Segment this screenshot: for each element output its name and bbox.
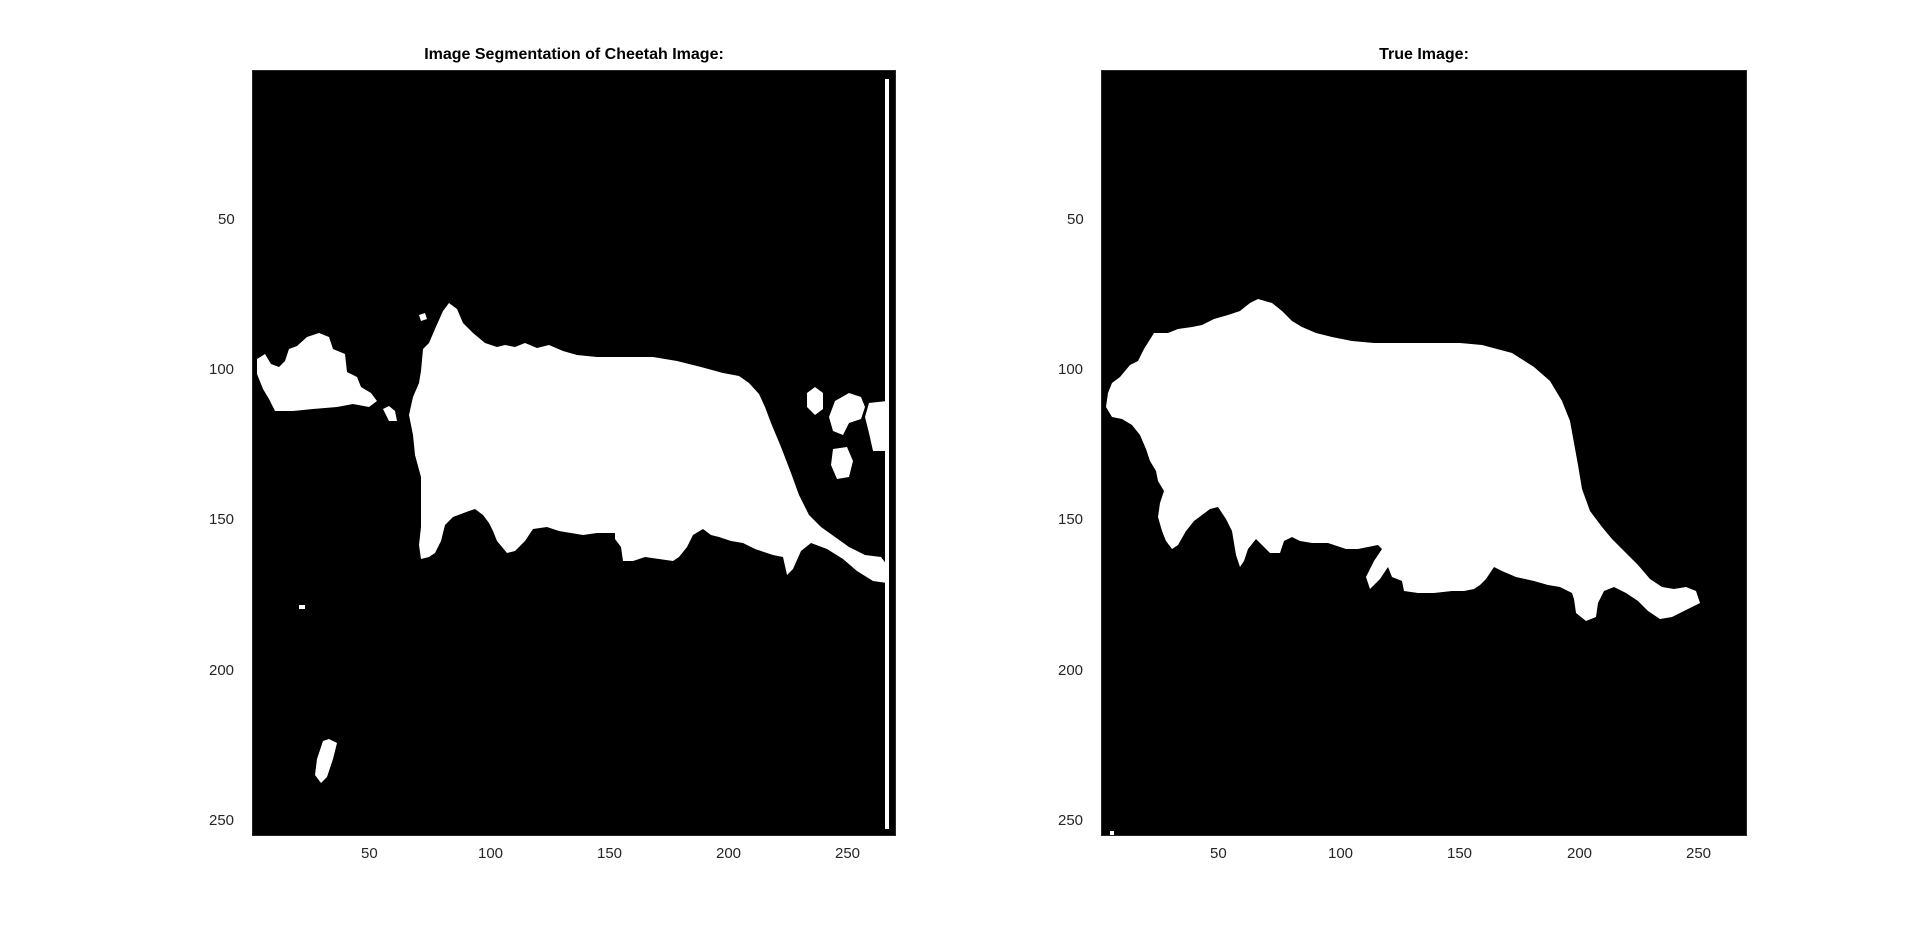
seg-region-right-edge: [865, 401, 887, 451]
left-ytick-100: 100: [209, 361, 235, 378]
left-xtick-250: 250: [835, 845, 861, 862]
right-ytick-250: 250: [1058, 812, 1084, 829]
right-true-mask: [1106, 299, 1700, 835]
seg-region-left-head: [257, 333, 377, 411]
right-axes-title: True Image:: [1379, 46, 1469, 63]
right-xtick-50: 50: [1210, 845, 1227, 862]
left-ytick-200: 200: [209, 662, 235, 679]
right-xtick-200: 200: [1567, 845, 1593, 862]
left-ytick-150: 150: [209, 511, 235, 528]
seg-region-small-upper: [419, 313, 427, 321]
right-true-image: [1101, 70, 1747, 836]
right-ytick-200: 200: [1058, 662, 1084, 679]
left-axes-title: Image Segmentation of Cheetah Image:: [424, 46, 724, 63]
seg-region-bottom-left-speck: [315, 739, 337, 783]
true-region-corner-dot: [1110, 831, 1114, 835]
left-ytick-250: 250: [209, 812, 235, 829]
seg-region-right-border-line: [885, 79, 889, 829]
seg-region-right-mid: [829, 393, 865, 435]
left-ytick-50: 50: [218, 211, 235, 228]
left-segmentation-mask: [257, 79, 889, 829]
right-ytick-100: 100: [1058, 361, 1084, 378]
left-xtick-100: 100: [478, 845, 504, 862]
seg-region-small-right-of-head: [383, 406, 397, 421]
right-xtick-100: 100: [1328, 845, 1354, 862]
right-xtick-250: 250: [1686, 845, 1712, 862]
right-xtick-150: 150: [1447, 845, 1473, 862]
seg-region-right-lower: [831, 447, 853, 479]
left-segmentation-image: [252, 70, 896, 836]
true-region-cheetah: [1106, 299, 1700, 621]
left-xtick-50: 50: [361, 845, 378, 862]
seg-region-tiny-dot: [299, 605, 305, 609]
seg-region-right-top: [807, 387, 823, 415]
left-xtick-150: 150: [597, 845, 623, 862]
seg-region-body: [409, 303, 887, 583]
right-ytick-150: 150: [1058, 511, 1084, 528]
right-ytick-50: 50: [1067, 211, 1084, 228]
left-xtick-200: 200: [716, 845, 742, 862]
